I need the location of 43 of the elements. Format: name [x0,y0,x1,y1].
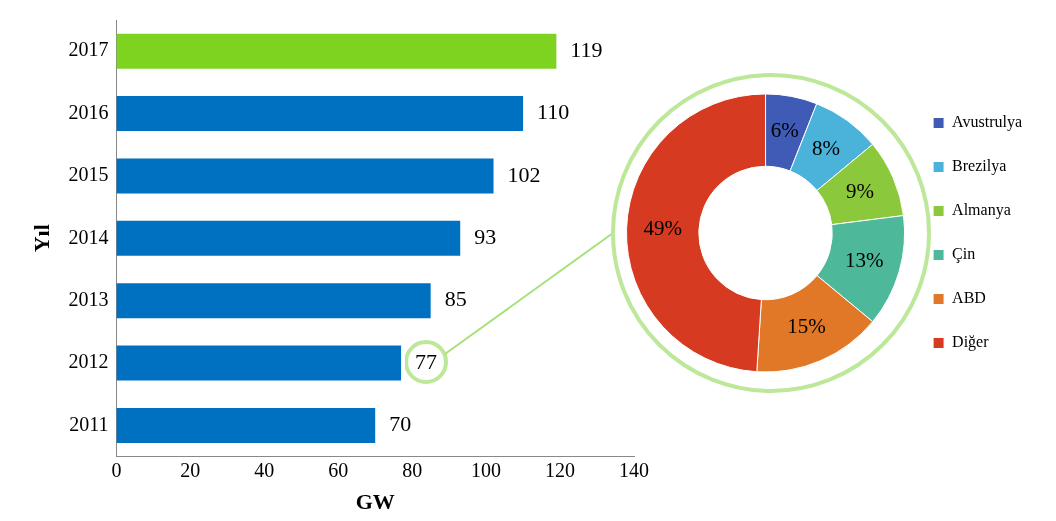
data-label: 70 [389,411,412,437]
legend-label: Avustrulya [952,113,1023,132]
data-label: 77 [415,348,438,374]
data-label: 13% [845,248,884,273]
bar [116,407,376,443]
data-label: 8% [812,136,841,161]
x-tick-label: 60 [328,458,349,481]
legend-label: Almanya [952,201,1011,220]
x-axis-title: GW [355,489,395,515]
data-label: 49% [643,216,682,241]
y-axis-title: Yıl [28,224,54,253]
x-tick-label: 100 [471,458,502,481]
x-tick-label: 140 [619,458,649,481]
x-tick-label: 80 [402,458,423,481]
bar [116,158,494,194]
y-tick-label: 2016 [68,100,109,123]
data-label: 9% [845,178,874,203]
legend-label: Brezilya [952,157,1007,176]
data-label: 93 [474,224,497,250]
y-tick-label: 2017 [68,38,109,61]
bar [116,96,524,132]
y-tick-label: 2011 [69,412,109,435]
data-label: 85 [444,286,467,312]
bar [116,33,557,69]
data-label: 6% [770,118,799,143]
legend-label: Çin [952,245,976,264]
x-tick-label: 0 [111,458,122,481]
bar [116,220,461,256]
y-tick-label: 2012 [68,350,109,373]
x-tick-label: 120 [545,458,576,481]
data-label: 15% [787,313,826,338]
bar [116,345,402,381]
data-label: 110 [537,99,570,125]
x-tick-label: 20 [180,458,201,481]
x-tick-label: 40 [254,458,275,481]
y-tick-label: 2014 [68,225,109,248]
legend-label: Diğer [952,333,990,352]
data-label: 119 [570,36,603,62]
legend-label: ABD [952,289,986,307]
y-tick-label: 2015 [68,163,109,186]
data-label: 102 [507,161,541,187]
y-tick-label: 2013 [68,287,109,310]
bar [116,283,431,319]
